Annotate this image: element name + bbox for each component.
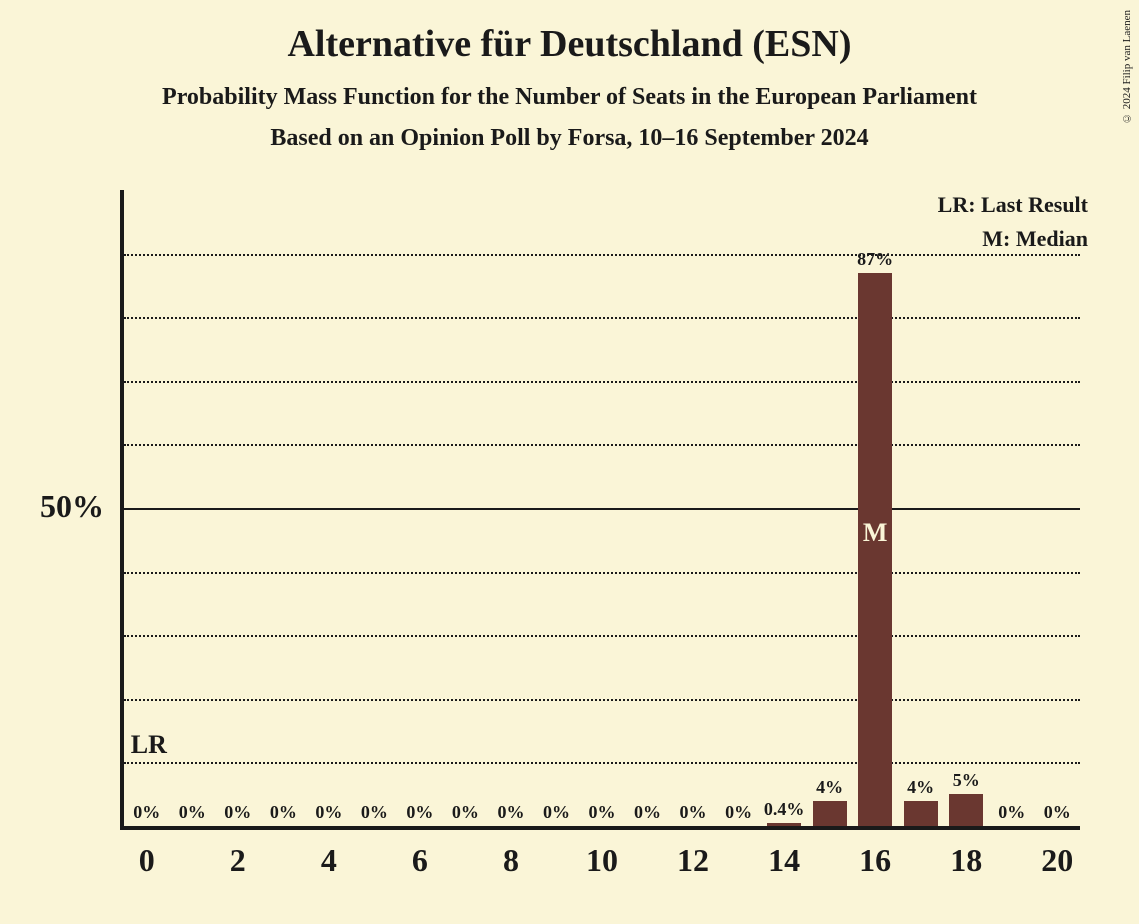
gridline-minor xyxy=(124,381,1080,383)
bar-value-label: 0% xyxy=(179,802,206,823)
bar-value-label: 0% xyxy=(634,802,661,823)
bar-value-label: 0% xyxy=(725,802,752,823)
x-axis-tick: 14 xyxy=(768,842,800,879)
y-axis-label-50: 50% xyxy=(40,488,104,525)
bar xyxy=(813,801,847,826)
legend-lr: LR: Last Result xyxy=(938,192,1088,218)
x-axis-tick: 18 xyxy=(950,842,982,879)
x-axis-tick: 16 xyxy=(859,842,891,879)
gridline-minor xyxy=(124,254,1080,256)
bar-value-label: 0% xyxy=(543,802,570,823)
x-axis-tick: 4 xyxy=(321,842,337,879)
bar-value-label: 0% xyxy=(133,802,160,823)
bar xyxy=(767,823,801,826)
copyright-text: © 2024 Filip van Laenen xyxy=(1121,10,1133,124)
bar-value-label: 0% xyxy=(315,802,342,823)
plot-area: 0% 0% 0% 0% 0% 0% 0% 0% 0% 0% 0% 0% 0% 0% 0.4% 4% M 87% 4%… xyxy=(120,190,1080,830)
bar-value-label: 87% xyxy=(857,249,893,270)
x-axis-tick: 10 xyxy=(586,842,618,879)
bar-value-label: 0% xyxy=(361,802,388,823)
bar-value-label: 0% xyxy=(224,802,251,823)
bar xyxy=(949,794,983,826)
bar-value-label: 4% xyxy=(816,777,843,798)
bar-value-label: 4% xyxy=(907,777,934,798)
y-axis xyxy=(120,190,124,830)
gridline-minor xyxy=(124,635,1080,637)
gridline-major xyxy=(124,508,1080,510)
x-axis-tick: 2 xyxy=(230,842,246,879)
median-marker: M xyxy=(858,518,892,548)
x-axis-tick: 8 xyxy=(503,842,519,879)
bar-value-label: 0% xyxy=(998,802,1025,823)
gridline-minor xyxy=(124,317,1080,319)
gridline-minor xyxy=(124,444,1080,446)
x-axis-tick: 0 xyxy=(139,842,155,879)
bar-value-label: 0% xyxy=(497,802,524,823)
bar xyxy=(904,801,938,826)
x-axis-tick: 6 xyxy=(412,842,428,879)
legend-m: M: Median xyxy=(982,226,1088,252)
bar-value-label: 5% xyxy=(953,770,980,791)
bar-value-label: 0% xyxy=(589,802,616,823)
gridline-minor xyxy=(124,572,1080,574)
gridline-minor xyxy=(124,762,1080,764)
last-result-marker: LR xyxy=(131,730,167,760)
chart-subtitle: Probability Mass Function for the Number… xyxy=(0,66,1139,111)
bar-value-label: 0% xyxy=(406,802,433,823)
chart-title: Alternative für Deutschland (ESN) xyxy=(0,0,1139,66)
x-axis-tick: 20 xyxy=(1041,842,1073,879)
chart-subtitle-2: Based on an Opinion Poll by Forsa, 10–16… xyxy=(0,111,1139,152)
bar xyxy=(858,273,892,826)
chart-area: 0% 0% 0% 0% 0% 0% 0% 0% 0% 0% 0% 0% 0% 0% 0.4% 4% M 87% 4%… xyxy=(40,180,1110,880)
gridline-minor xyxy=(124,699,1080,701)
bar-value-label: 0% xyxy=(680,802,707,823)
bar-value-label: 0% xyxy=(452,802,479,823)
bar-value-label: 0% xyxy=(270,802,297,823)
x-axis-tick: 12 xyxy=(677,842,709,879)
x-axis xyxy=(120,826,1080,830)
bar-value-label: 0% xyxy=(1044,802,1071,823)
bar-value-label: 0.4% xyxy=(764,799,805,820)
